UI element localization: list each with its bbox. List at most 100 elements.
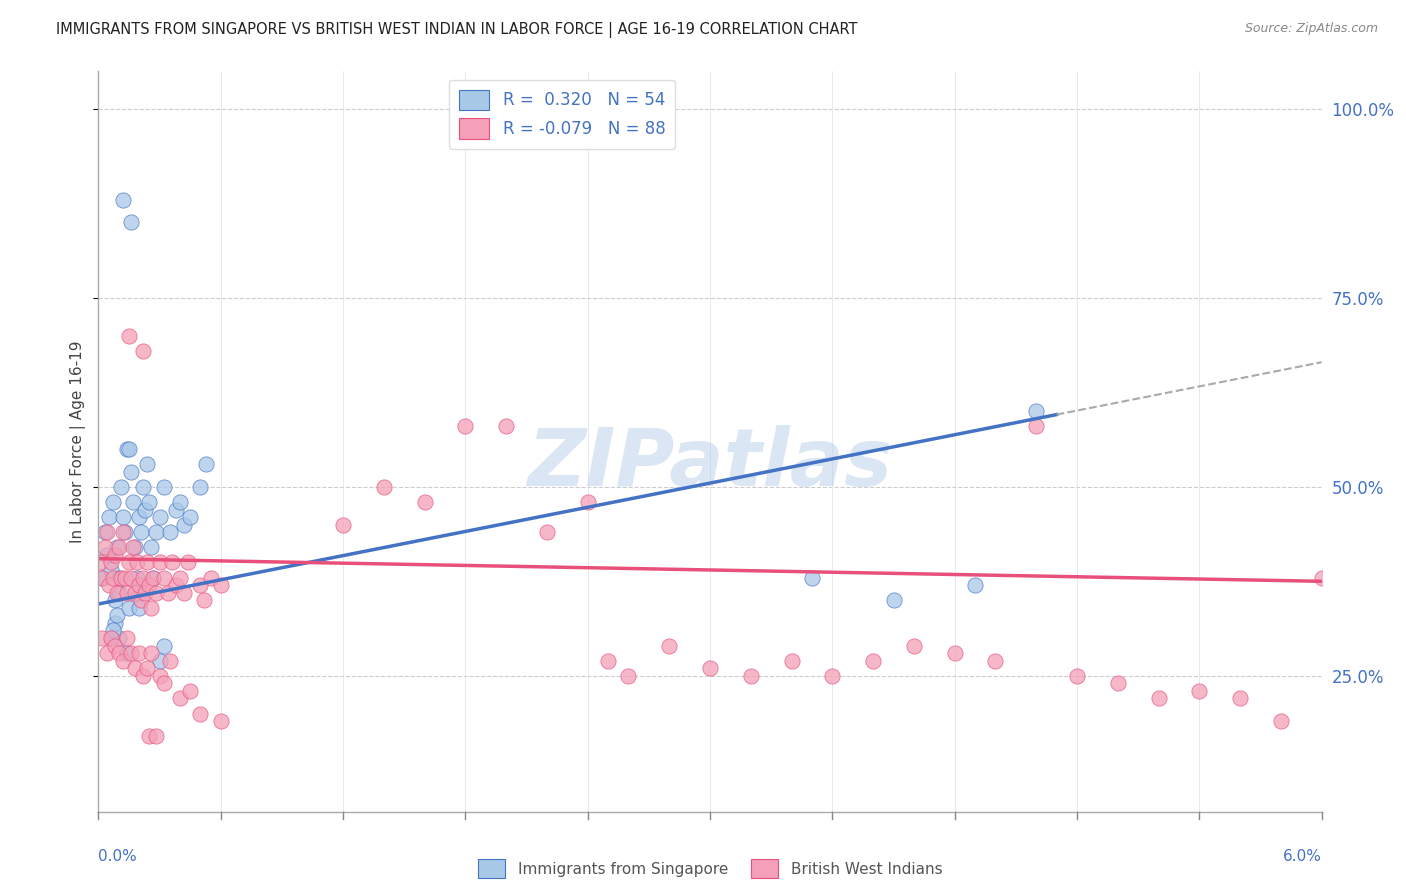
Point <box>93 525 115 540</box>
Point <box>141 646 163 660</box>
Point <box>658 639 681 653</box>
Point <box>142 570 165 584</box>
Text: 0.0%: 0.0% <box>98 849 138 864</box>
Point <box>141 600 163 615</box>
Point <box>1025 404 1047 418</box>
Point <box>118 556 141 570</box>
Point <box>195 457 218 471</box>
Text: Source: ZipAtlas.com: Source: ZipAtlas.com <box>1244 22 1378 36</box>
Point <box>104 639 127 653</box>
Point <box>193 593 215 607</box>
Point <box>169 691 191 706</box>
Point <box>120 215 142 229</box>
Point <box>1025 419 1047 434</box>
Point <box>132 669 155 683</box>
Point <box>1066 669 1088 683</box>
Point <box>177 556 200 570</box>
Point <box>160 556 183 570</box>
Point <box>114 570 136 584</box>
Point <box>413 495 436 509</box>
Point <box>136 556 159 570</box>
Text: ZIPatlas: ZIPatlas <box>527 425 893 503</box>
Point <box>495 419 517 434</box>
Point <box>454 419 477 434</box>
Point <box>801 570 824 584</box>
Point <box>862 654 884 668</box>
Point <box>128 585 150 599</box>
Point <box>617 669 640 683</box>
Point <box>111 510 134 524</box>
Point <box>149 654 172 668</box>
Point <box>122 541 145 555</box>
Point <box>128 510 150 524</box>
Point <box>209 714 232 728</box>
Point <box>1107 676 1129 690</box>
Point <box>124 661 146 675</box>
Point <box>104 615 127 630</box>
Point <box>122 495 145 509</box>
Point <box>124 585 146 599</box>
Point <box>110 570 132 584</box>
Y-axis label: In Labor Force | Age 16-19: In Labor Force | Age 16-19 <box>69 340 86 543</box>
Point <box>96 525 118 540</box>
Point <box>373 480 395 494</box>
Point <box>179 510 201 524</box>
Point <box>128 646 150 660</box>
Point <box>127 570 149 584</box>
Point <box>105 585 128 599</box>
Point <box>124 541 146 555</box>
Point <box>740 669 762 683</box>
Point <box>91 631 114 645</box>
Point <box>1310 570 1333 584</box>
Point <box>173 517 195 532</box>
Point <box>138 729 160 743</box>
Point <box>108 541 131 555</box>
Point <box>165 578 187 592</box>
Point <box>332 517 354 532</box>
Point <box>152 639 174 653</box>
Point <box>576 495 599 509</box>
Point <box>883 593 905 607</box>
Point <box>129 593 152 607</box>
Point <box>115 646 138 660</box>
Point <box>97 578 120 592</box>
Point <box>91 570 114 584</box>
Point <box>188 578 212 592</box>
Text: 6.0%: 6.0% <box>1282 849 1322 864</box>
Point <box>984 654 1007 668</box>
Point <box>159 654 181 668</box>
Text: IMMIGRANTS FROM SINGAPORE VS BRITISH WEST INDIAN IN LABOR FORCE | AGE 16-19 CORR: IMMIGRANTS FROM SINGAPORE VS BRITISH WES… <box>56 22 858 38</box>
Point <box>118 600 141 615</box>
Point <box>536 525 558 540</box>
Point <box>101 624 124 638</box>
Point <box>200 570 222 584</box>
Point <box>118 442 141 456</box>
Point <box>780 654 803 668</box>
Point <box>108 631 131 645</box>
Point <box>1147 691 1170 706</box>
Point <box>120 646 142 660</box>
Point <box>91 570 114 584</box>
Point <box>101 570 124 584</box>
Point <box>188 706 212 721</box>
Point <box>93 541 115 555</box>
Point <box>96 646 118 660</box>
Point <box>1229 691 1251 706</box>
Point <box>118 328 141 343</box>
Point <box>138 578 160 592</box>
Point <box>108 646 131 660</box>
Point <box>120 465 142 479</box>
Point <box>115 585 138 599</box>
Point <box>699 661 721 675</box>
Point <box>100 631 122 645</box>
Point <box>104 593 127 607</box>
Point <box>169 495 191 509</box>
Point <box>127 556 149 570</box>
Point <box>1270 714 1292 728</box>
Point <box>165 502 187 516</box>
Point <box>110 480 132 494</box>
Point <box>100 631 122 645</box>
Point <box>821 669 844 683</box>
Point <box>129 525 152 540</box>
Point <box>141 541 163 555</box>
